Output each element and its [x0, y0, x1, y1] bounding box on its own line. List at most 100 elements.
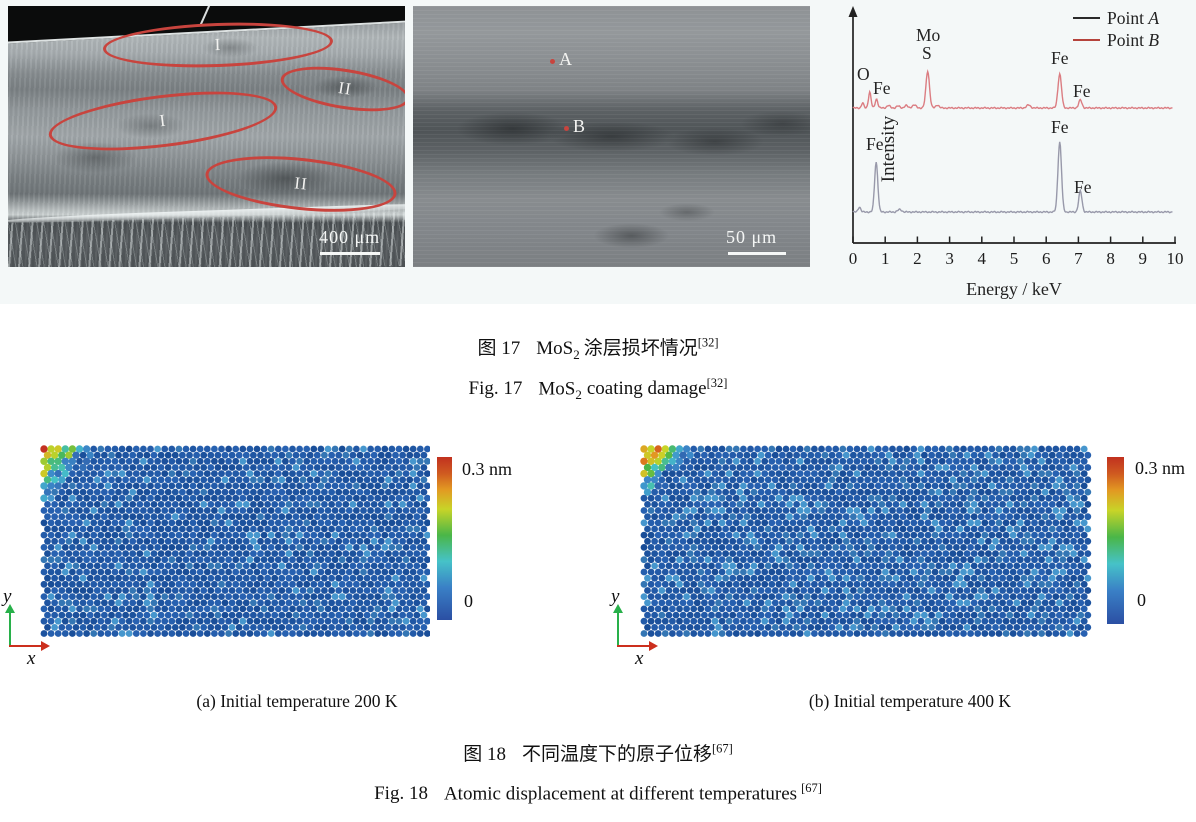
atom — [747, 630, 754, 637]
atom — [306, 525, 314, 533]
atom — [271, 562, 279, 570]
atom — [360, 494, 367, 502]
atom — [111, 580, 119, 588]
atom — [299, 488, 307, 496]
atom — [225, 445, 233, 453]
atom — [782, 494, 790, 502]
atom — [118, 556, 126, 564]
atom — [367, 519, 374, 527]
atom — [676, 519, 683, 527]
atom — [132, 482, 140, 490]
atom — [356, 550, 364, 557]
atom — [842, 587, 850, 594]
atom — [374, 630, 382, 637]
atom — [118, 617, 126, 625]
atom — [203, 519, 211, 527]
atom — [857, 501, 864, 508]
atom — [289, 568, 296, 576]
atom — [221, 599, 229, 607]
atom — [640, 482, 648, 490]
atom — [871, 476, 879, 484]
atom — [179, 525, 186, 533]
atom — [711, 457, 719, 465]
atom — [385, 464, 392, 471]
atom — [51, 587, 58, 594]
atom — [154, 470, 161, 477]
atom — [953, 617, 960, 625]
atom — [200, 587, 208, 594]
atom — [775, 568, 783, 576]
atom — [150, 525, 158, 533]
atom — [235, 562, 243, 570]
atom — [740, 470, 747, 477]
atom — [122, 451, 129, 459]
atom — [825, 617, 832, 625]
atom — [981, 494, 989, 502]
atom — [143, 611, 151, 619]
atom — [867, 593, 875, 600]
atom — [40, 556, 48, 564]
atom — [79, 599, 87, 607]
atom — [928, 464, 935, 471]
atom — [906, 501, 914, 508]
atom — [789, 470, 797, 477]
atom — [296, 482, 303, 490]
atom — [768, 507, 776, 514]
atom — [828, 599, 836, 607]
atom — [69, 605, 76, 613]
atom — [718, 531, 726, 539]
atom — [303, 531, 311, 539]
atom — [807, 464, 815, 471]
atom — [803, 568, 811, 576]
atom — [101, 488, 108, 496]
atom — [353, 630, 360, 637]
atom — [771, 599, 779, 607]
atom — [754, 544, 761, 551]
atom — [420, 574, 428, 582]
atom — [143, 464, 151, 471]
atom — [118, 630, 126, 637]
element-label: Fe — [1073, 81, 1091, 101]
atom — [889, 556, 896, 564]
atom — [704, 507, 712, 514]
atom — [981, 519, 989, 527]
atom — [761, 519, 769, 527]
atom — [647, 617, 655, 625]
atom — [821, 464, 829, 471]
atom — [193, 513, 201, 521]
atom — [885, 451, 893, 459]
atom — [708, 513, 715, 521]
atom — [654, 617, 662, 625]
atom — [977, 451, 985, 459]
atom — [1027, 464, 1035, 471]
atom — [58, 574, 66, 582]
atom — [118, 445, 126, 453]
atom — [136, 451, 144, 459]
atom — [928, 562, 935, 570]
atom — [313, 587, 321, 594]
atom — [370, 451, 378, 459]
atom — [651, 550, 658, 557]
atom — [40, 519, 48, 527]
atom — [214, 488, 222, 496]
atom — [931, 519, 939, 527]
atom — [129, 599, 137, 607]
atom — [1077, 574, 1085, 582]
atom — [413, 562, 421, 570]
atom — [416, 556, 424, 564]
atom — [803, 630, 811, 637]
atom — [679, 599, 687, 607]
atom — [1070, 501, 1077, 508]
atom — [903, 617, 911, 625]
atom — [317, 470, 325, 477]
atom — [90, 445, 98, 453]
atom — [921, 587, 928, 594]
atom — [675, 445, 684, 453]
atom — [342, 464, 350, 471]
atom — [374, 605, 382, 613]
atom — [76, 593, 83, 600]
atom — [1016, 482, 1024, 490]
atom — [1031, 482, 1038, 490]
atom — [935, 476, 943, 484]
atom — [388, 482, 396, 490]
